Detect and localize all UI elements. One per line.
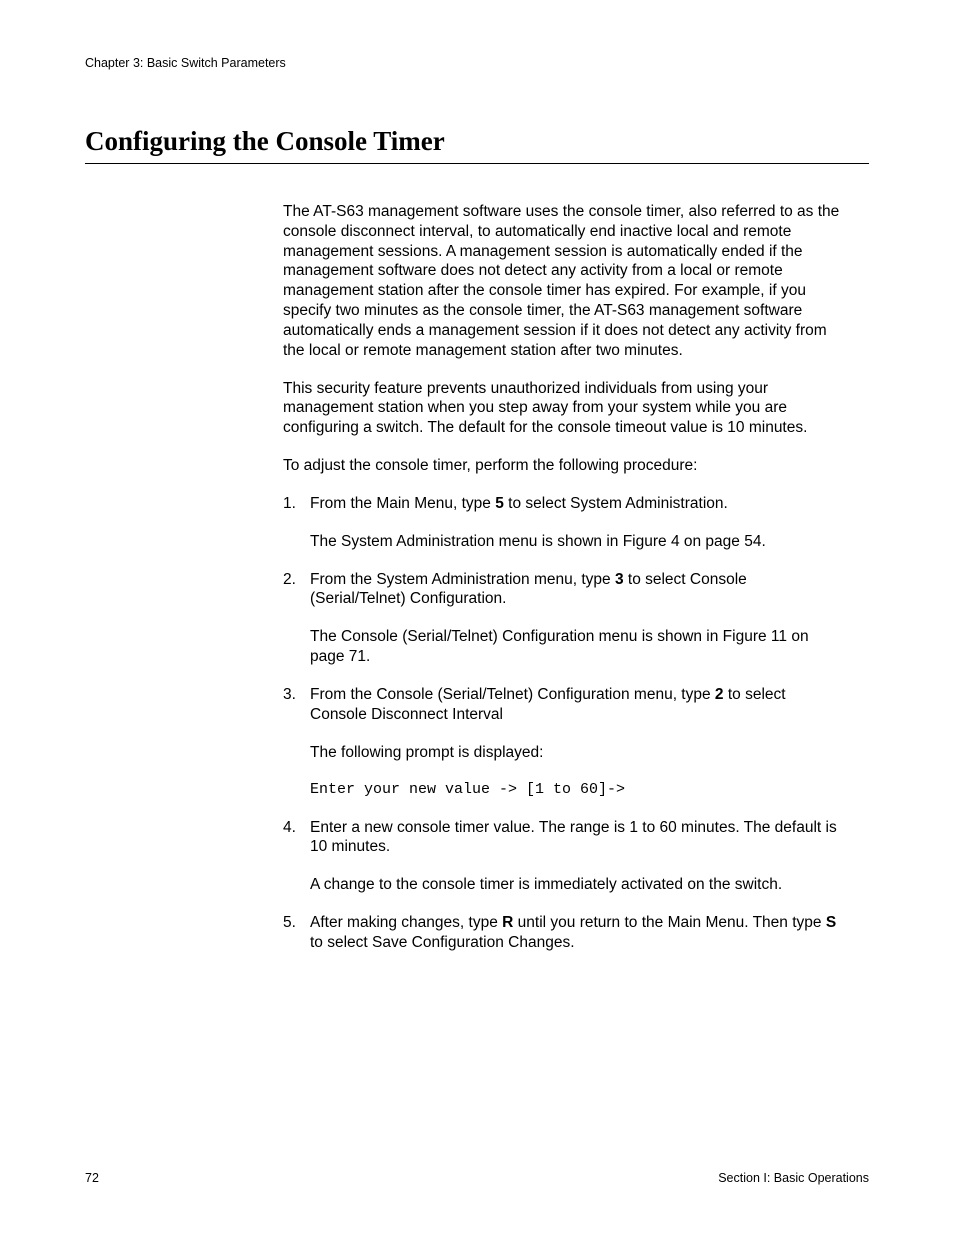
step-2: 2. From the System Administration menu, … <box>283 570 843 667</box>
step-number: 3. <box>283 685 296 705</box>
step-number: 4. <box>283 818 296 838</box>
step-number: 5. <box>283 913 296 933</box>
step-key: S <box>826 914 836 931</box>
step-text: From the System Administration menu, typ… <box>310 571 747 608</box>
step-key: 3 <box>615 571 624 588</box>
page-footer: 72 Section I: Basic Operations <box>85 1171 869 1185</box>
procedure-steps: 1. From the Main Menu, type 5 to select … <box>283 494 843 953</box>
step-text: Enter a new console timer value. The ran… <box>310 819 837 856</box>
step-key: R <box>502 914 513 931</box>
page-header: Chapter 3: Basic Switch Parameters <box>85 56 869 70</box>
console-prompt: Enter your new value -> [1 to 60]-> <box>310 780 843 799</box>
step-4: 4. Enter a new console timer value. The … <box>283 818 843 895</box>
step-result: The Console (Serial/Telnet) Configuratio… <box>310 627 843 667</box>
section-label: Section I: Basic Operations <box>718 1171 869 1185</box>
step-number: 2. <box>283 570 296 590</box>
section-title: Configuring the Console Timer <box>85 126 869 164</box>
step-text: From the Main Menu, type 5 to select Sys… <box>310 495 728 512</box>
step-text-post: to select System Administration. <box>504 495 728 512</box>
step-text-pre: From the System Administration menu, typ… <box>310 571 615 588</box>
step-result: A change to the console timer is immedia… <box>310 875 843 895</box>
paragraph-procedure-lead: To adjust the console timer, perform the… <box>283 456 843 476</box>
step-text-pre: From the Console (Serial/Telnet) Configu… <box>310 686 715 703</box>
paragraph-intro: The AT-S63 management software uses the … <box>283 202 843 361</box>
step-text-pre: After making changes, type <box>310 914 502 931</box>
document-page: Chapter 3: Basic Switch Parameters Confi… <box>0 0 954 1235</box>
chapter-label: Chapter 3: Basic Switch Parameters <box>85 56 286 70</box>
step-result: The following prompt is displayed: <box>310 743 843 763</box>
step-text-mid: until you return to the Main Menu. Then … <box>513 914 825 931</box>
page-number: 72 <box>85 1171 99 1185</box>
step-text-pre: From the Main Menu, type <box>310 495 495 512</box>
step-text: After making changes, type R until you r… <box>310 914 836 951</box>
step-result: The System Administration menu is shown … <box>310 532 843 552</box>
step-number: 1. <box>283 494 296 514</box>
body-column: The AT-S63 management software uses the … <box>283 202 843 953</box>
step-text: From the Console (Serial/Telnet) Configu… <box>310 686 786 723</box>
step-text-post: to select Save Configuration Changes. <box>310 934 575 951</box>
step-key: 5 <box>495 495 504 512</box>
step-3: 3. From the Console (Serial/Telnet) Conf… <box>283 685 843 800</box>
step-5: 5. After making changes, type R until yo… <box>283 913 843 953</box>
paragraph-security: This security feature prevents unauthori… <box>283 379 843 438</box>
step-1: 1. From the Main Menu, type 5 to select … <box>283 494 843 552</box>
step-key: 2 <box>715 686 724 703</box>
